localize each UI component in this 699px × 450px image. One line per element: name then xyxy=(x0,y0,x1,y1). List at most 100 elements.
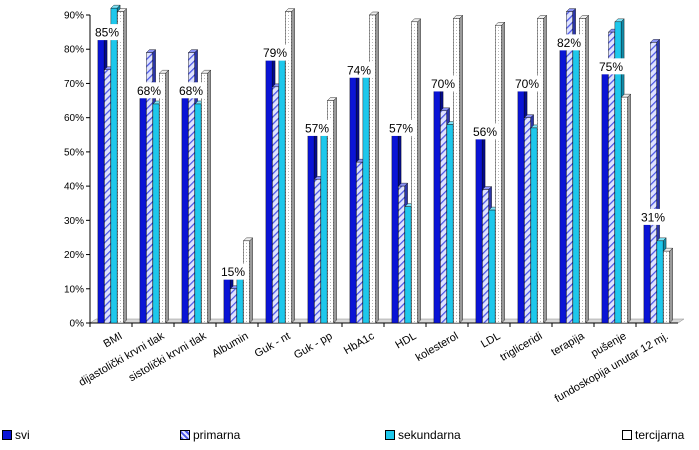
y-tick-label: 50% xyxy=(64,147,84,158)
legend-swatch-svi xyxy=(2,430,12,440)
bar-sekundarna xyxy=(278,59,286,324)
bar-sekundarna xyxy=(152,103,160,324)
bar-side-tercijarna xyxy=(627,93,631,324)
bar-side-tercijarna xyxy=(585,14,589,324)
category-label: HbA1c xyxy=(342,330,377,357)
bar-tercijarna xyxy=(411,21,418,324)
bar-svi xyxy=(391,127,399,324)
bar-tercijarna xyxy=(285,11,292,324)
data-label: 70% xyxy=(431,77,455,91)
data-label-box xyxy=(302,119,332,136)
category-label-group: kolesterol xyxy=(414,330,461,364)
bar-svi xyxy=(475,131,483,324)
bar-sekundarna xyxy=(110,7,118,324)
y-tick-label: 80% xyxy=(64,45,84,56)
bar-svi xyxy=(349,69,357,324)
legend-item-svi: svi xyxy=(2,428,30,442)
bar-primarna xyxy=(314,179,321,324)
y-tick-label: 90% xyxy=(64,11,84,22)
bar-side-tercijarna xyxy=(459,14,463,324)
bar-primarna xyxy=(356,161,363,324)
bar-primarna xyxy=(104,69,111,324)
data-label: 56% xyxy=(473,125,497,139)
data-label: 74% xyxy=(347,63,371,77)
category-label-group: Guk - nt xyxy=(253,330,293,360)
legend-swatch-sekundarna xyxy=(385,430,395,440)
legend-item-tercijarna: tercijarna xyxy=(622,428,684,442)
category-label: LDL xyxy=(479,330,502,350)
data-label-box xyxy=(638,208,668,225)
category-label: terapija xyxy=(549,330,587,359)
bar-side-tercijarna xyxy=(417,18,421,324)
data-label-box xyxy=(218,263,248,280)
bar-svi xyxy=(433,83,441,324)
bar-sekundarna xyxy=(194,103,202,324)
bar-primarna xyxy=(188,52,195,324)
bar-svi xyxy=(643,216,651,324)
category-label: BMI xyxy=(102,330,125,350)
data-label-box xyxy=(596,58,626,75)
bar-tercijarna xyxy=(621,96,628,324)
data-label-box xyxy=(344,61,374,78)
legend-label-primarna: primarna xyxy=(193,428,241,442)
bar-side-tercijarna xyxy=(165,69,169,324)
bar-side-tercijarna xyxy=(543,14,547,324)
bar-svi xyxy=(181,90,189,324)
bar-sekundarna xyxy=(362,69,370,324)
category-label-group: Guk - pp xyxy=(292,330,335,361)
bar-svi xyxy=(97,31,105,324)
data-label-box xyxy=(92,24,122,41)
bar-tercijarna xyxy=(369,14,376,324)
data-label-box xyxy=(428,75,458,92)
bar-sekundarna xyxy=(320,127,328,324)
bar-primarna xyxy=(566,11,573,324)
category-label: HDL xyxy=(393,330,418,351)
data-label: 79% xyxy=(263,46,287,60)
bar-side-tercijarna xyxy=(291,8,295,324)
category-label-group: BMI xyxy=(102,330,125,350)
bar-sekundarna xyxy=(404,206,412,324)
category-label-group: sistolički krvni tlak xyxy=(127,330,209,384)
bar-tercijarna xyxy=(537,18,544,324)
chart: 0%10%20%30%40%50%60%70%80%90%BMIdijastol… xyxy=(64,4,685,405)
data-label: 70% xyxy=(515,77,539,91)
bar-primarna xyxy=(146,52,153,324)
bar-tercijarna xyxy=(579,18,586,324)
bar-primarna xyxy=(230,288,237,324)
y-tick-label: 40% xyxy=(64,182,84,193)
category-label-group: terapija xyxy=(549,330,587,359)
bar-side-tercijarna xyxy=(375,11,379,324)
category-label: Albumin xyxy=(210,330,250,360)
bar-primarna xyxy=(608,31,615,324)
data-label-box xyxy=(176,82,206,99)
category-label: Guk - pp xyxy=(292,330,335,361)
bar-svi xyxy=(559,42,567,324)
bar-sekundarna xyxy=(446,124,454,324)
data-label: 85% xyxy=(95,26,119,40)
data-label-box xyxy=(260,44,290,61)
data-label-box xyxy=(386,119,416,136)
category-label-group: Albumin xyxy=(210,330,250,360)
bar-svi xyxy=(517,83,525,324)
bar-side-tercijarna xyxy=(207,69,211,324)
bar-tercijarna xyxy=(159,72,166,324)
bar-sekundarna xyxy=(488,209,496,324)
bar-side-tercijarna xyxy=(333,97,337,324)
bar-tercijarna xyxy=(243,240,250,324)
data-label: 57% xyxy=(305,121,329,135)
bar-sekundarna xyxy=(656,240,664,324)
bar-svi xyxy=(265,52,273,324)
category-label-group: LDL xyxy=(479,330,502,350)
data-label: 15% xyxy=(221,265,245,279)
bar-tercijarna xyxy=(453,18,460,324)
category-label-group: HDL xyxy=(393,330,418,351)
legend-swatch-tercijarna xyxy=(622,430,632,440)
bar-svi xyxy=(601,66,609,324)
y-tick-label: 30% xyxy=(64,216,84,227)
data-label: 57% xyxy=(389,121,413,135)
category-label: Guk - nt xyxy=(253,330,293,360)
y-tick-label: 70% xyxy=(64,79,84,90)
legend-label-sekundarna: sekundarna xyxy=(398,428,461,442)
legend-label-svi: svi xyxy=(15,428,30,442)
category-label: trigliceridi xyxy=(498,330,544,364)
